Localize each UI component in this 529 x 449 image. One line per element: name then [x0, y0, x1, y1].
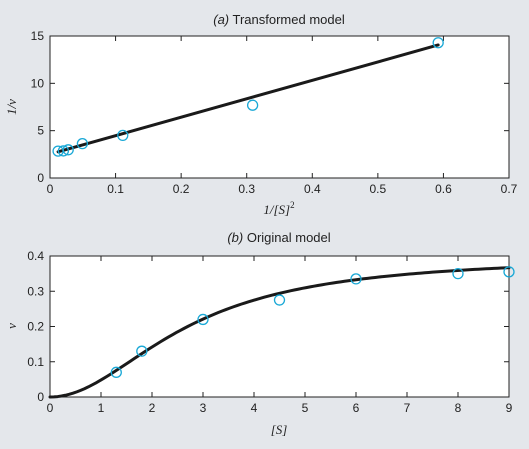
x-tick-label: 0: [47, 401, 54, 415]
y-tick-label: 0.3: [27, 284, 44, 298]
panel-a-x-axis-label: 1/[S]2: [263, 200, 294, 217]
y-tick-label: 0: [37, 171, 44, 185]
x-tick-label: 9: [506, 401, 513, 415]
x-tick-label: 0.2: [173, 182, 190, 196]
data-point: [136, 345, 148, 357]
x-tick-label: 4: [251, 401, 258, 415]
x-tick-label: 7: [404, 401, 411, 415]
panel-a-y-axis-label: 1/v: [4, 99, 19, 115]
x-tick-label: 5: [302, 401, 309, 415]
x-tick-label: 0.5: [370, 182, 387, 196]
data-point: [76, 137, 89, 150]
data-point: [503, 266, 515, 278]
panel-b-fit: [48, 266, 511, 399]
y-tick-label: 0.1: [27, 355, 44, 369]
data-point: [432, 37, 444, 49]
x-tick-label: 0.4: [304, 182, 321, 196]
panel-a-points: [52, 37, 444, 157]
panel-transformed-model: (a) Transformed model 0 0.1 0.2 0.3 0.4 0.5 0.…: [4, 12, 518, 217]
panel-a-fit: [56, 43, 440, 154]
y-tick-label: 0.4: [27, 249, 44, 263]
x-tick-label: 0.6: [435, 182, 452, 196]
data-point: [452, 267, 464, 280]
data-point: [57, 145, 70, 157]
data-point: [62, 144, 74, 156]
panel-b-x-axis-label: [S]: [271, 422, 288, 437]
x-tick-label: 3: [200, 401, 207, 415]
x-tick-label: 0.3: [238, 182, 255, 196]
panel-b-title: (b) Original model: [227, 230, 330, 245]
y-tick-label: 0.2: [27, 320, 44, 334]
fit-curve: [48, 266, 511, 399]
panel-b-points: [110, 266, 515, 378]
panel-b-plot-area: [49, 255, 510, 398]
panel-b-axes: 0 1 2 3 4 5 6 7 8 9 0 0.1 0.2 0.3 0.4: [27, 249, 512, 415]
x-tick-label: 6: [353, 401, 360, 415]
x-tick-label: 1: [98, 401, 105, 415]
panel-a-title: (a) Transformed model: [213, 12, 345, 27]
x-tick-label: 0.7: [501, 182, 518, 196]
x-tick-label: 2: [149, 401, 156, 415]
data-point: [246, 99, 259, 111]
panel-a-axes: 0 0.1 0.2 0.3 0.4 0.5 0.6 0.7 0 5 10 15: [31, 29, 518, 196]
x-tick-label: 0: [47, 182, 54, 196]
x-tick-label: 8: [455, 401, 462, 415]
data-point: [117, 129, 129, 142]
panel-original-model: (b) Original model 0 1 2 3 4 5 6 7 8 900.10.20.30…: [4, 230, 515, 437]
panel-a-plot-area: [49, 35, 510, 179]
y-tick-label: 10: [31, 76, 45, 90]
data-point: [197, 313, 209, 326]
x-tick-label: 0.1: [107, 182, 124, 196]
y-tick-label: 5: [37, 124, 44, 138]
y-tick-label: 15: [31, 29, 45, 43]
data-point: [350, 273, 362, 285]
panel-b-y-axis-label: v: [4, 323, 19, 329]
data-point: [110, 366, 122, 378]
y-tick-label: 0: [37, 390, 44, 404]
data-point: [273, 294, 286, 306]
fit-line: [56, 43, 440, 154]
